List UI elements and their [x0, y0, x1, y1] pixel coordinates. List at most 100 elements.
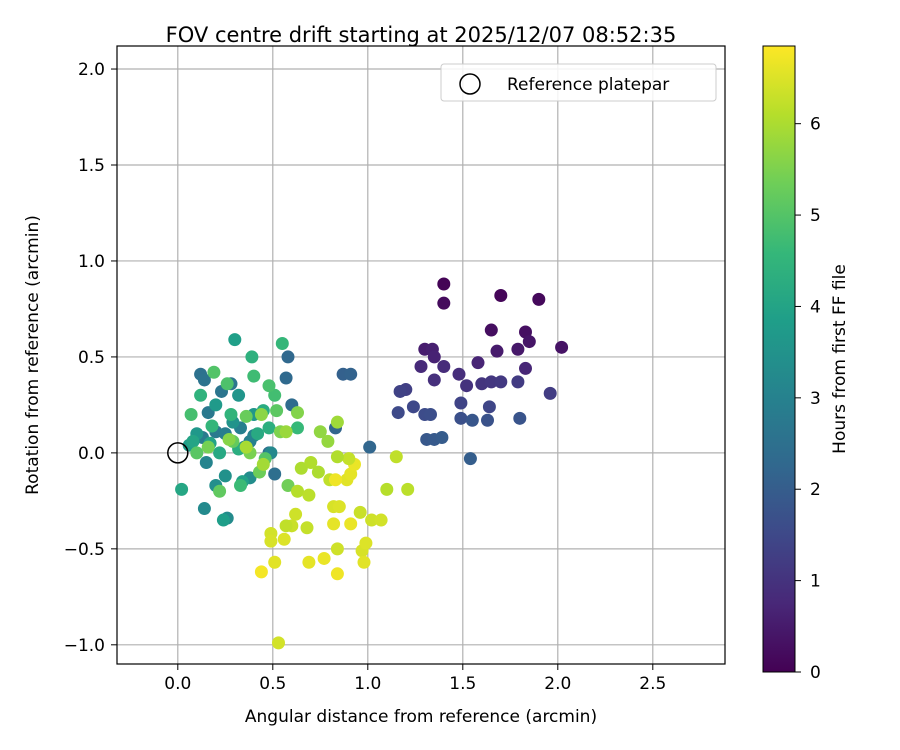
data-point — [437, 277, 451, 291]
x-tick-label: 0.5 — [259, 674, 286, 694]
data-point — [454, 411, 468, 425]
data-point — [543, 386, 557, 400]
data-point — [313, 425, 327, 439]
data-point — [291, 484, 304, 498]
data-point — [393, 384, 407, 398]
data-point — [277, 532, 291, 546]
y-tick-label: 1.0 — [78, 252, 105, 272]
data-point — [391, 406, 405, 420]
data-point — [380, 482, 394, 496]
data-point — [289, 507, 303, 521]
colorbar: 0 1 2 3 4 5 6 Hours from first FF file — [762, 45, 850, 683]
data-point — [327, 517, 341, 531]
data-point — [494, 375, 508, 389]
legend-box — [440, 63, 717, 102]
data-point — [281, 350, 295, 364]
data-point — [519, 361, 532, 375]
legend-label: Reference platepar — [507, 75, 669, 95]
data-point — [247, 369, 261, 383]
x-tick-label: 1.5 — [449, 674, 476, 694]
data-point — [330, 415, 344, 429]
colorbar-gradient — [762, 45, 796, 673]
x-tick-label: 2.5 — [639, 674, 666, 694]
data-point — [482, 400, 496, 414]
data-point — [452, 367, 466, 381]
data-point — [279, 519, 293, 533]
data-point — [359, 536, 373, 550]
data-point — [522, 335, 536, 349]
data-point — [199, 455, 213, 469]
colorbar-tick-label: 0 — [810, 663, 821, 683]
data-point — [357, 555, 371, 569]
data-point — [342, 452, 356, 466]
data-point — [302, 555, 316, 569]
data-point — [175, 482, 189, 496]
data-point — [365, 513, 379, 527]
data-point — [222, 432, 236, 446]
data-point — [279, 425, 293, 439]
data-point — [330, 567, 344, 581]
colorbar-tick-label: 4 — [810, 297, 821, 317]
y-tick-label: −1.0 — [64, 636, 105, 656]
data-points — [167, 277, 569, 650]
data-point — [363, 440, 377, 454]
reference-platepar-marker — [167, 442, 189, 464]
data-point — [264, 534, 278, 548]
data-point — [207, 365, 221, 379]
data-point — [186, 434, 200, 448]
data-point — [234, 479, 247, 493]
data-point — [332, 500, 346, 514]
data-point — [511, 342, 525, 356]
data-point — [268, 388, 282, 402]
data-point — [490, 344, 504, 358]
data-point — [254, 407, 268, 421]
data-point — [435, 431, 449, 445]
x-tick-label: 2.0 — [544, 674, 571, 694]
data-point — [281, 479, 295, 493]
colorbar-tick-label: 2 — [810, 480, 821, 500]
data-point — [270, 404, 284, 418]
x-tick-label: 0.0 — [164, 674, 191, 694]
data-point — [262, 421, 276, 435]
data-point — [184, 407, 198, 421]
plot-frame — [116, 45, 726, 665]
data-point — [344, 517, 358, 531]
data-point — [291, 421, 304, 435]
data-point — [494, 289, 508, 303]
data-point — [414, 360, 428, 374]
x-axis-ticks: 0.0 0.5 1.0 1.5 2.0 2.5 — [164, 664, 666, 694]
colorbar-label: Hours from first FF file — [830, 264, 850, 454]
data-point — [427, 350, 441, 364]
data-point — [213, 446, 227, 460]
data-point — [532, 292, 546, 306]
data-point — [304, 455, 318, 469]
y-axis-label: Rotation from reference (arcmin) — [23, 215, 43, 495]
data-point — [294, 461, 308, 475]
data-point — [275, 336, 289, 350]
data-point — [555, 340, 569, 354]
data-point — [254, 565, 268, 579]
data-point — [484, 323, 498, 337]
data-point — [197, 373, 211, 387]
data-point — [194, 388, 208, 402]
data-point — [279, 371, 293, 385]
data-point — [513, 411, 527, 425]
data-point — [201, 440, 215, 454]
x-tick-label: 1.0 — [354, 674, 381, 694]
data-point — [454, 396, 468, 410]
data-point — [216, 513, 230, 527]
y-axis-ticks: −1.0 −0.5 0.0 0.5 1.0 1.5 2.0 — [64, 60, 117, 656]
data-point — [401, 482, 415, 496]
data-point — [329, 473, 342, 487]
data-point — [209, 398, 223, 412]
data-point — [481, 413, 494, 427]
data-point — [205, 419, 219, 433]
data-point — [224, 407, 238, 421]
chart-title: FOV centre drift starting at 2025/12/07 … — [166, 23, 677, 47]
y-tick-label: 1.5 — [78, 156, 105, 176]
data-point — [471, 356, 485, 370]
legend-marker-icon — [459, 73, 481, 95]
data-point — [256, 457, 270, 471]
data-point — [300, 521, 314, 535]
